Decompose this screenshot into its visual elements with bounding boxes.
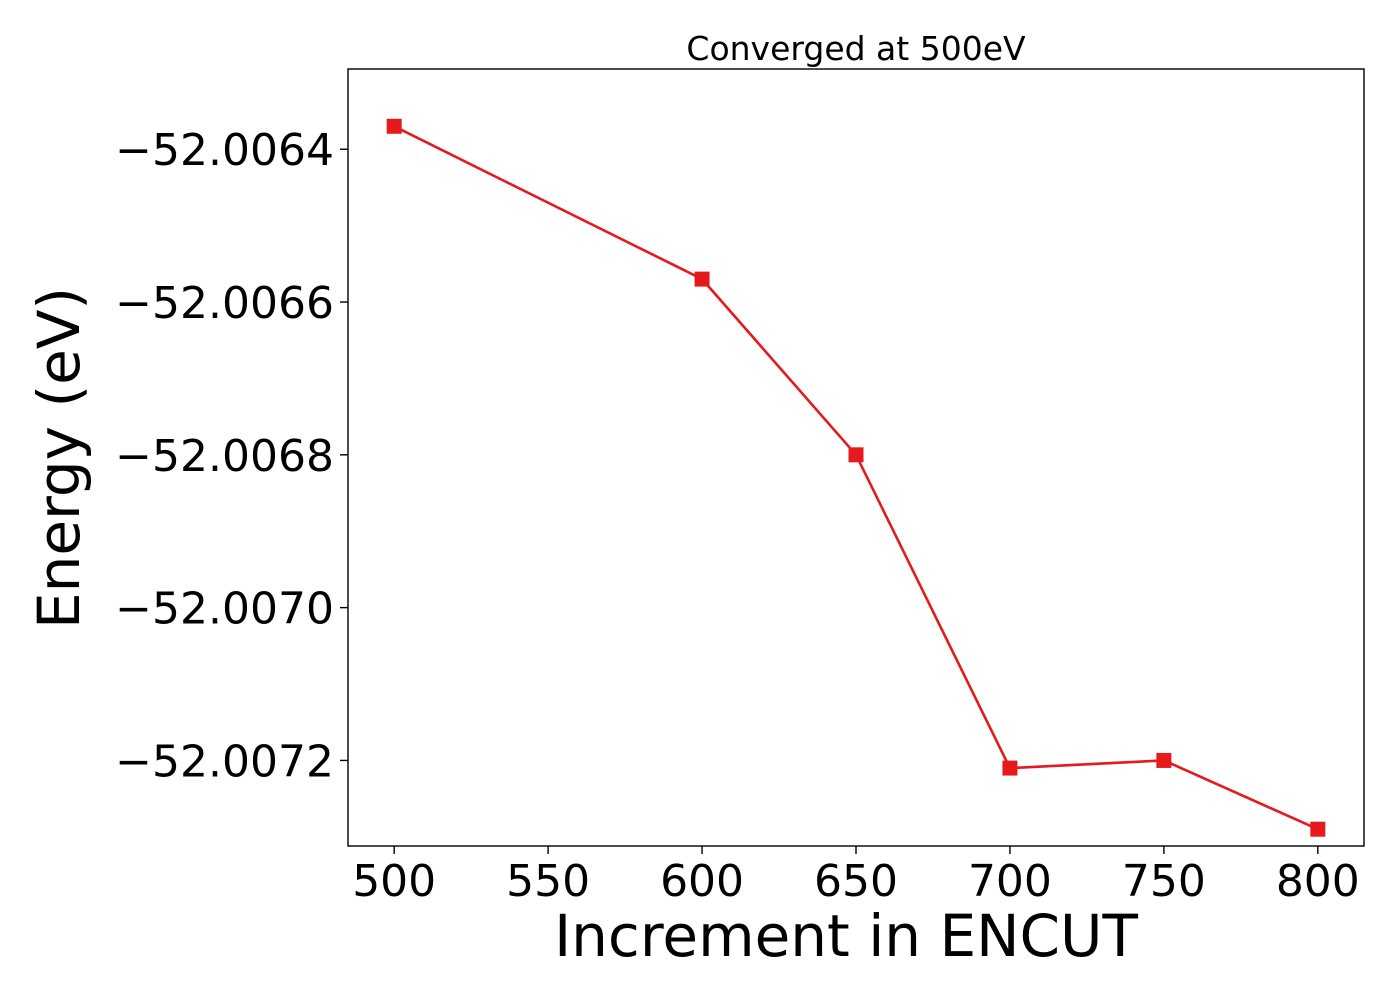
data-point-marker bbox=[848, 447, 864, 463]
y-tick-label: −52.0064 bbox=[115, 125, 334, 176]
y-axis: −52.0064 −52.0066 −52.0068 −52.0070 −52.0072 bbox=[115, 125, 348, 787]
x-tick-label: 700 bbox=[968, 856, 1052, 907]
y-tick-label: −52.0066 bbox=[115, 278, 334, 329]
data-point-marker bbox=[1156, 752, 1172, 768]
x-axis: 500 550 600 650 700 750 800 bbox=[352, 846, 1360, 907]
x-tick-label: 800 bbox=[1276, 856, 1360, 907]
x-tick-label: 650 bbox=[814, 856, 898, 907]
x-tick-label: 750 bbox=[1122, 856, 1206, 907]
y-axis-label: Energy (eV) bbox=[25, 287, 93, 629]
data-point-marker bbox=[1002, 760, 1018, 776]
data-point-marker bbox=[1310, 821, 1326, 837]
x-tick-label: 550 bbox=[506, 856, 590, 907]
y-tick-label: −52.0070 bbox=[115, 584, 334, 635]
y-tick-label: −52.0072 bbox=[115, 736, 334, 787]
x-tick-label: 600 bbox=[660, 856, 744, 907]
chart-title: Converged at 500eV bbox=[686, 29, 1026, 68]
data-point-marker bbox=[694, 271, 710, 287]
series-layer bbox=[386, 118, 1326, 837]
data-point-marker bbox=[386, 118, 402, 134]
y-tick-label: −52.0068 bbox=[115, 431, 334, 482]
x-axis-label: Increment in ENCUT bbox=[554, 902, 1138, 970]
x-tick-label: 500 bbox=[352, 856, 436, 907]
series-line bbox=[393, 125, 1319, 831]
